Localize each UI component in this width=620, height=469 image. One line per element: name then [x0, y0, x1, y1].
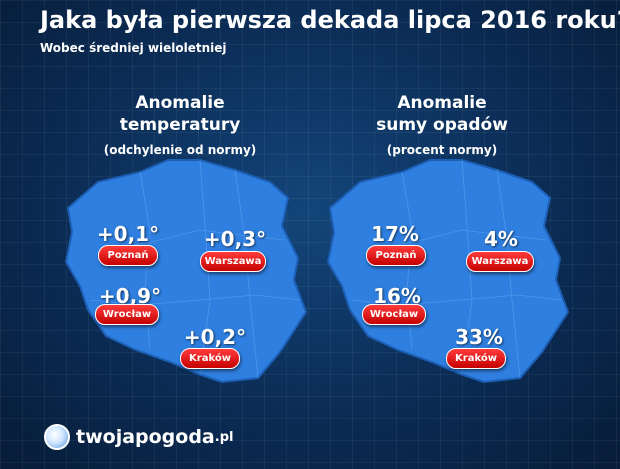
temp-value-warszawa: +0,3°	[203, 227, 267, 251]
precip-badge-poznan: Poznań	[366, 245, 426, 266]
temp-value-krakow: +0,2°	[183, 325, 247, 349]
precip-badge-krakow: Kraków	[446, 348, 506, 369]
precipitation-heading: Anomalie sumy opadów (procent normy)	[342, 92, 542, 160]
temperature-heading: Anomalie temperatury (odchylenie od norm…	[80, 92, 280, 160]
precip-value-warszawa: 4%	[484, 227, 518, 251]
precip-value-poznan: 17%	[371, 222, 419, 246]
logo-tld: .pl	[214, 429, 234, 445]
temperature-heading-line2: temperatury	[119, 115, 241, 135]
precipitation-heading-line1: Anomalie	[397, 93, 487, 113]
temp-value-poznan: +0,1°	[96, 222, 160, 246]
temp-badge-warszawa: Warszawa	[200, 251, 266, 272]
precipitation-heading-line2: sumy opadów	[376, 115, 508, 135]
temperature-heading-line3: (odchylenie od normy)	[103, 143, 257, 157]
temperature-heading-line1: Anomalie	[135, 93, 225, 113]
precipitation-heading-line3: (procent normy)	[386, 143, 498, 157]
temp-badge-krakow: Kraków	[180, 348, 240, 369]
logo-sun-icon	[44, 424, 70, 450]
page-title: Jaka była pierwsza dekada lipca 2016 rok…	[40, 6, 620, 34]
logo-name: twojapogoda	[76, 426, 215, 448]
temp-badge-poznan: Poznań	[98, 245, 158, 266]
page-subtitle: Wobec średniej wieloletniej	[40, 41, 227, 55]
twojapogoda-logo[interactable]: twojapogoda .pl	[44, 424, 233, 450]
precip-badge-warszawa: Warszawa	[466, 251, 534, 272]
precip-value-krakow: 33%	[455, 325, 503, 349]
temp-badge-wroclaw: Wrocław	[95, 304, 159, 325]
precip-badge-wroclaw: Wrocław	[362, 304, 426, 325]
